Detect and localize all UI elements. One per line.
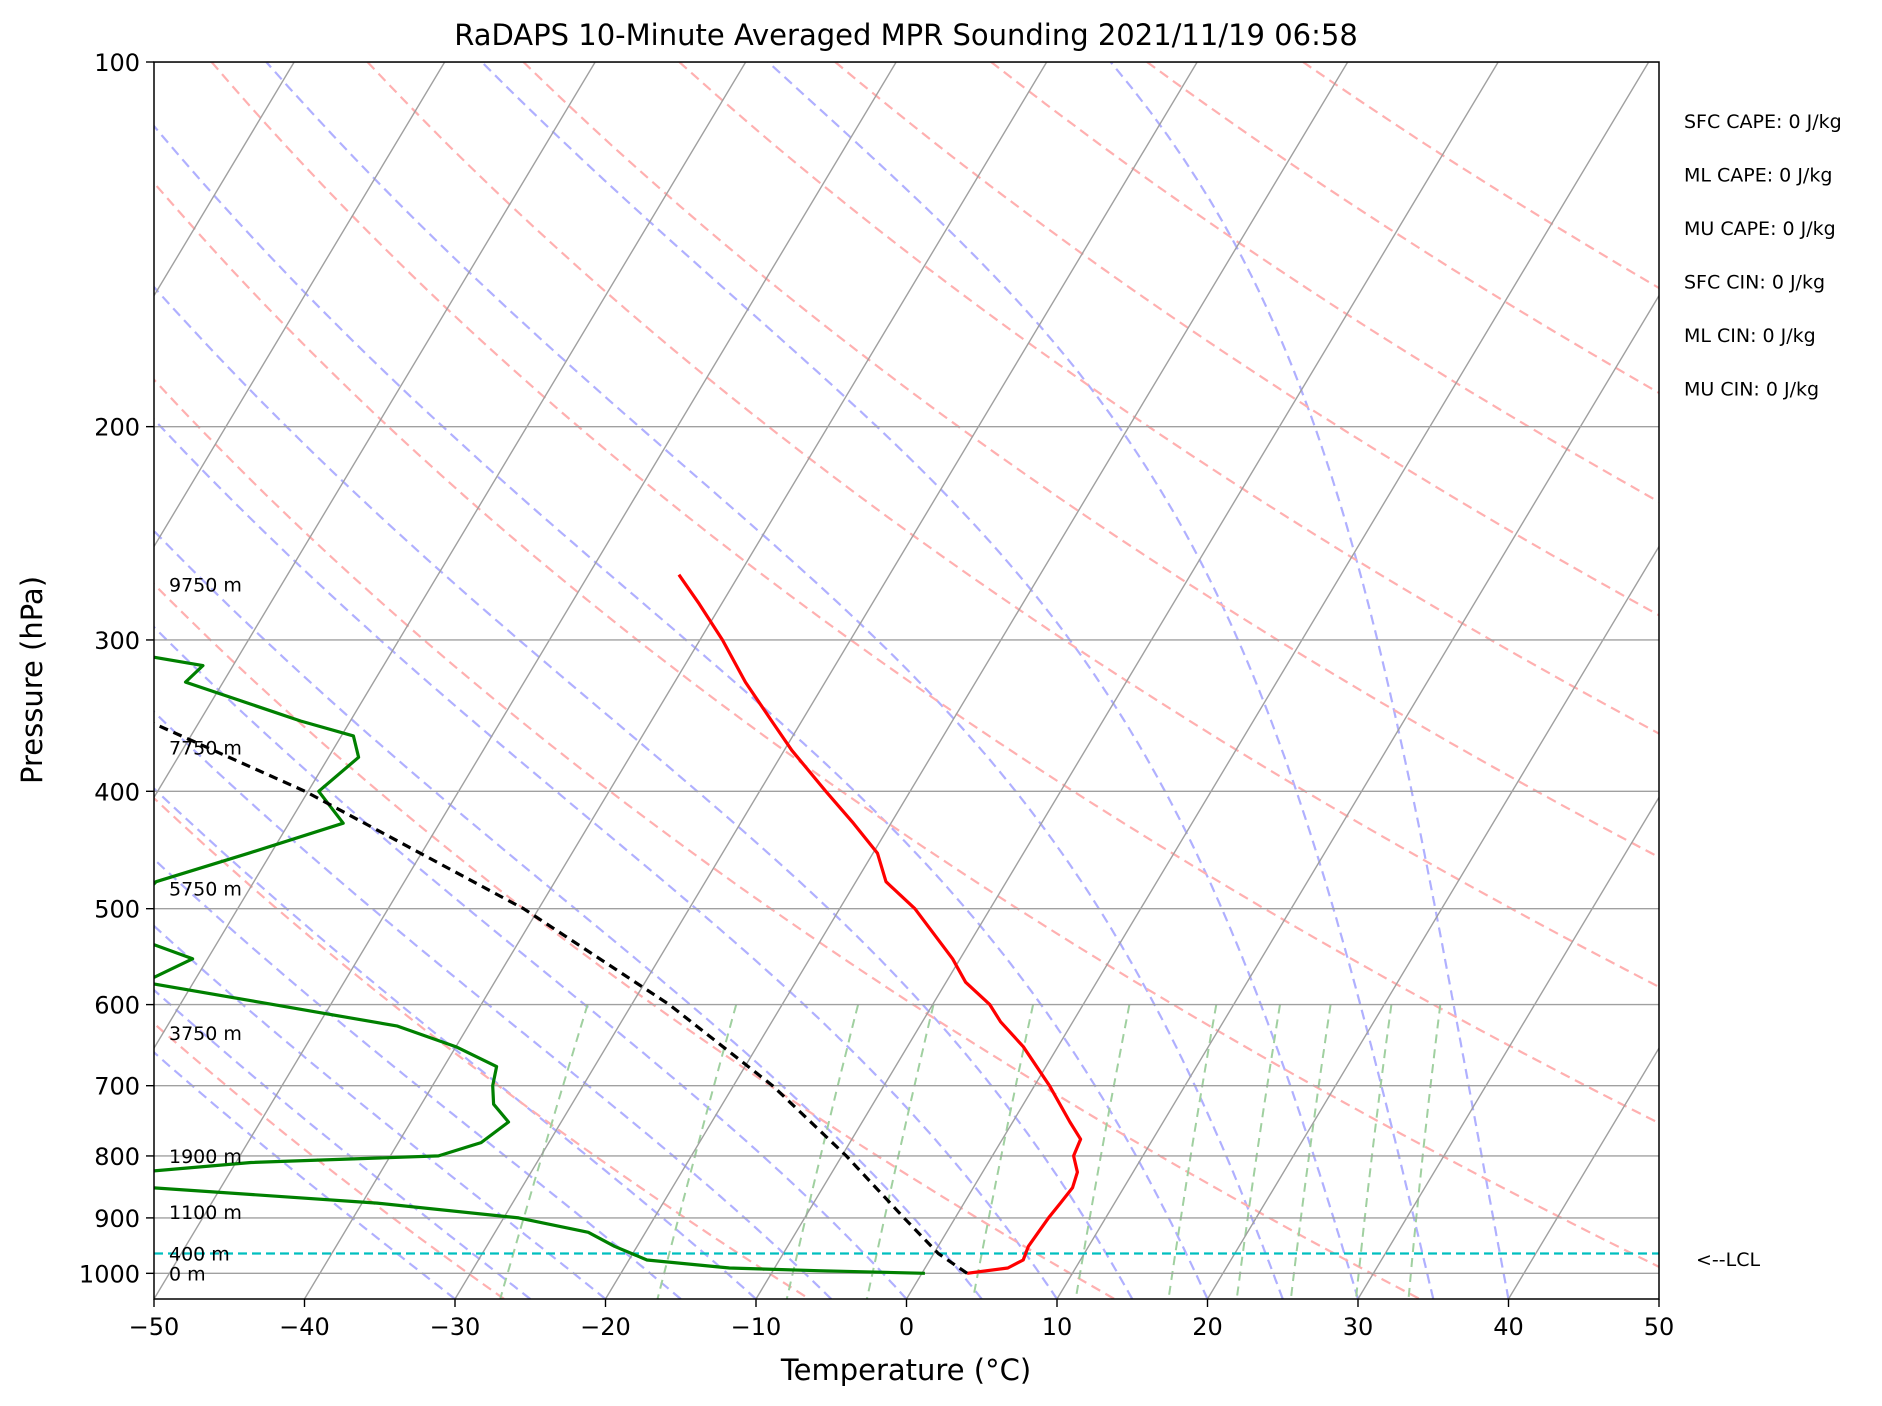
height-label: 3750 m — [169, 1023, 242, 1045]
isotherm-line — [1357, 795, 1659, 1299]
y-tick-label: 300 — [94, 627, 140, 655]
height-labels: 9750 m 7750 m 5750 m 3750 m 1900 m 1100 m 400 … — [169, 575, 242, 1286]
mixing-ratio-line — [785, 1004, 860, 1299]
isotherm-line — [1507, 1046, 1659, 1299]
parameter-text: MU CIN: 0 J/kg — [1684, 379, 1819, 401]
y-axis-label: Pressure (hPa) — [15, 576, 49, 784]
mixing-ratio-lines — [499, 1004, 1442, 1299]
height-label: 5750 m — [169, 878, 242, 900]
y-tick-label: 800 — [94, 1143, 140, 1171]
y-tick-label: 900 — [94, 1205, 140, 1233]
chart-title: RaDAPS 10-Minute Averaged MPR Sounding 2… — [454, 18, 1358, 52]
dry-adiabat-line — [154, 181, 1659, 1269]
x-tick-label: 40 — [1493, 1313, 1524, 1341]
y-tick-label: 400 — [94, 778, 140, 806]
isotherm-line — [604, 62, 1349, 1299]
height-label: 1900 m — [169, 1146, 242, 1168]
moist-adiabat-line — [154, 124, 1209, 1299]
moist-adiabat-line — [154, 285, 1134, 1299]
dewpoint-line — [154, 655, 925, 1275]
dry-adiabat-line — [522, 62, 1659, 859]
y-tick-label: 100 — [94, 49, 140, 77]
isotherm-gridlines — [154, 62, 1659, 1299]
dry-adiabat-line — [990, 62, 1659, 504]
isotherm-line — [454, 62, 1198, 1299]
y-tick-label: 1000 — [79, 1260, 140, 1288]
moist-adiabat-line — [265, 62, 1284, 1299]
mixing-ratio-line — [972, 1004, 1035, 1299]
mixing-ratio-line — [865, 1004, 935, 1299]
isotherm-line — [154, 62, 446, 548]
moist-adiabat-line — [767, 62, 1435, 1299]
x-tick-label: −30 — [430, 1313, 481, 1341]
lcl-label: <--LCL — [1696, 1249, 1760, 1271]
height-label: 9750 m — [169, 575, 242, 597]
x-tick-label: −20 — [580, 1313, 631, 1341]
mixing-ratio-line — [1074, 1004, 1131, 1299]
y-axis: 100 200 300 400 500 600 700 800 900 1000 — [79, 49, 154, 1288]
x-tick-label: −50 — [129, 1313, 180, 1341]
x-tick-label: 50 — [1644, 1313, 1675, 1341]
mixing-ratio-line — [656, 1004, 738, 1299]
x-tick-label: −10 — [731, 1313, 782, 1341]
mixing-ratio-line — [1167, 1004, 1218, 1299]
moist-adiabat-line — [481, 62, 1360, 1299]
x-tick-label: −40 — [279, 1313, 330, 1341]
parameter-text: ML CIN: 0 J/kg — [1684, 325, 1816, 347]
x-axis: −50 −40 −30 −20 −10 0 10 20 30 40 50 — [129, 1299, 1675, 1341]
x-axis-label: Temperature (°C) — [780, 1353, 1031, 1387]
y-tick-label: 200 — [94, 414, 140, 442]
isotherm-line — [154, 62, 295, 298]
x-tick-label: 0 — [899, 1313, 914, 1341]
isobar-gridlines — [154, 62, 1659, 1275]
mixing-ratio-line — [1407, 1004, 1442, 1299]
parameter-text: SFC CAPE: 0 J/kg — [1684, 111, 1842, 133]
moist-adiabat-line — [154, 710, 833, 1299]
isotherm-line — [755, 62, 1499, 1299]
dry-adiabat-line — [678, 62, 1659, 735]
moist-adiabat-line — [154, 529, 983, 1299]
temperature-line — [677, 573, 1083, 1275]
x-tick-label: 20 — [1192, 1313, 1223, 1341]
mixing-ratio-line — [1235, 1004, 1281, 1299]
moist-adiabat-line — [154, 857, 682, 1299]
parameter-text: MU CAPE: 0 J/kg — [1684, 218, 1836, 240]
x-tick-label: 10 — [1042, 1313, 1073, 1341]
isotherm-line — [154, 62, 747, 1050]
dry-adiabat-line — [834, 62, 1659, 617]
dry-adiabat-line — [210, 62, 1659, 1125]
isotherm-line — [154, 62, 897, 1299]
parcel-line — [154, 721, 969, 1275]
y-tick-label: 600 — [94, 992, 140, 1020]
moist-adiabat-line — [1109, 62, 1510, 1299]
mixing-ratio-line — [1355, 1004, 1393, 1299]
y-tick-label: 700 — [94, 1073, 140, 1101]
height-label: 0 m — [169, 1263, 206, 1285]
dry-adiabat-line — [366, 62, 1659, 989]
moist-adiabat-line — [154, 924, 607, 1299]
y-tick-label: 500 — [94, 896, 140, 924]
dry-adiabat-line — [154, 796, 810, 1299]
isotherm-line — [303, 62, 1048, 1299]
dry-adiabat-line — [154, 1022, 505, 1299]
height-label: 1100 m — [169, 1202, 242, 1224]
parameter-text: SFC CIN: 0 J/kg — [1684, 272, 1825, 294]
isotherm-line — [154, 62, 596, 799]
moist-adiabat-line — [154, 625, 908, 1299]
parameter-text: ML CAPE: 0 J/kg — [1684, 165, 1832, 187]
isotherm-line — [1206, 545, 1659, 1299]
profile-lines — [154, 573, 1083, 1275]
height-label: 400 m — [169, 1243, 230, 1265]
isotherm-line — [1056, 294, 1659, 1299]
plot-area — [154, 62, 1659, 1299]
isotherm-line — [905, 62, 1650, 1299]
mixing-ratio-line — [1289, 1004, 1332, 1299]
x-tick-label: 30 — [1343, 1313, 1374, 1341]
parameter-list: SFC CAPE: 0 J/kg ML CAPE: 0 J/kg MU CAPE: … — [1684, 111, 1842, 401]
height-label: 7750 m — [169, 737, 242, 759]
